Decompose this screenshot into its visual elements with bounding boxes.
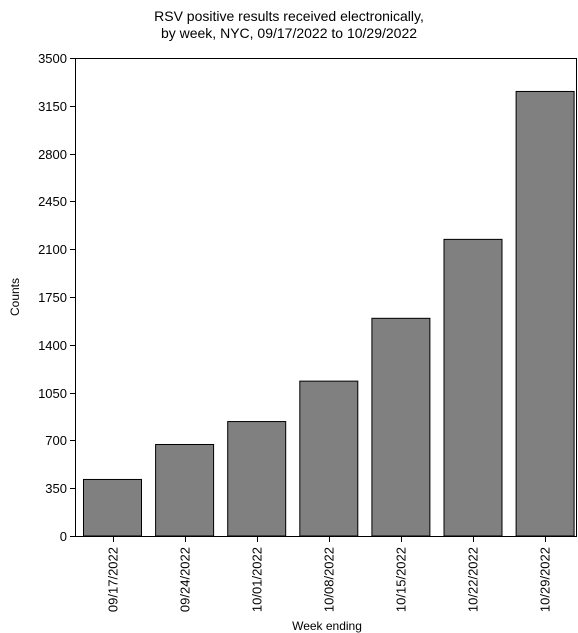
x-axis: 09/17/2022 09/24/2022 10/01/2022 10/08/2022… [106, 536, 553, 612]
bar [515, 90, 575, 537]
x-tick-label: 10/22/2022 [466, 547, 481, 612]
bar [83, 478, 142, 537]
bar [299, 380, 359, 537]
x-tick-label: 09/24/2022 [178, 547, 193, 612]
x-tick-label: 10/29/2022 [538, 547, 553, 612]
x-axis-title: Week ending [292, 619, 362, 633]
y-tick-label: 3150 [38, 99, 67, 114]
bar [227, 421, 287, 537]
y-tick-label: 0 [60, 529, 67, 544]
y-tick-label: 1050 [38, 386, 67, 401]
chart-title-line-2: by week, NYC, 09/17/2022 to 10/29/2022 [160, 25, 418, 41]
x-tick-label: 10/08/2022 [322, 547, 337, 612]
bar [443, 238, 503, 537]
bar [371, 317, 431, 537]
bar [155, 443, 215, 537]
chart-title: RSV positive results received electronic… [0, 8, 578, 42]
y-tick-label: 1400 [38, 338, 67, 353]
x-tick-label: 10/01/2022 [250, 547, 265, 612]
y-tick-label: 700 [45, 433, 67, 448]
y-tick-label: 3500 [38, 51, 67, 66]
y-tick-label: 350 [45, 481, 67, 496]
y-tick-label: 1750 [38, 290, 67, 305]
y-axis: 0 350 700 1050 1400 1750 2100 2450 2800 3150 3500 [38, 51, 76, 544]
x-tick-label: 09/17/2022 [106, 547, 121, 612]
y-tick-label: 2100 [38, 242, 67, 257]
y-tick-label: 2450 [38, 194, 67, 209]
x-tick-label: 10/15/2022 [394, 547, 409, 612]
y-tick-label: 2800 [38, 147, 67, 162]
bars-group [83, 90, 575, 537]
chart-title-line-1: RSV positive results received electronic… [154, 8, 424, 24]
y-axis-title: Counts [8, 278, 22, 316]
